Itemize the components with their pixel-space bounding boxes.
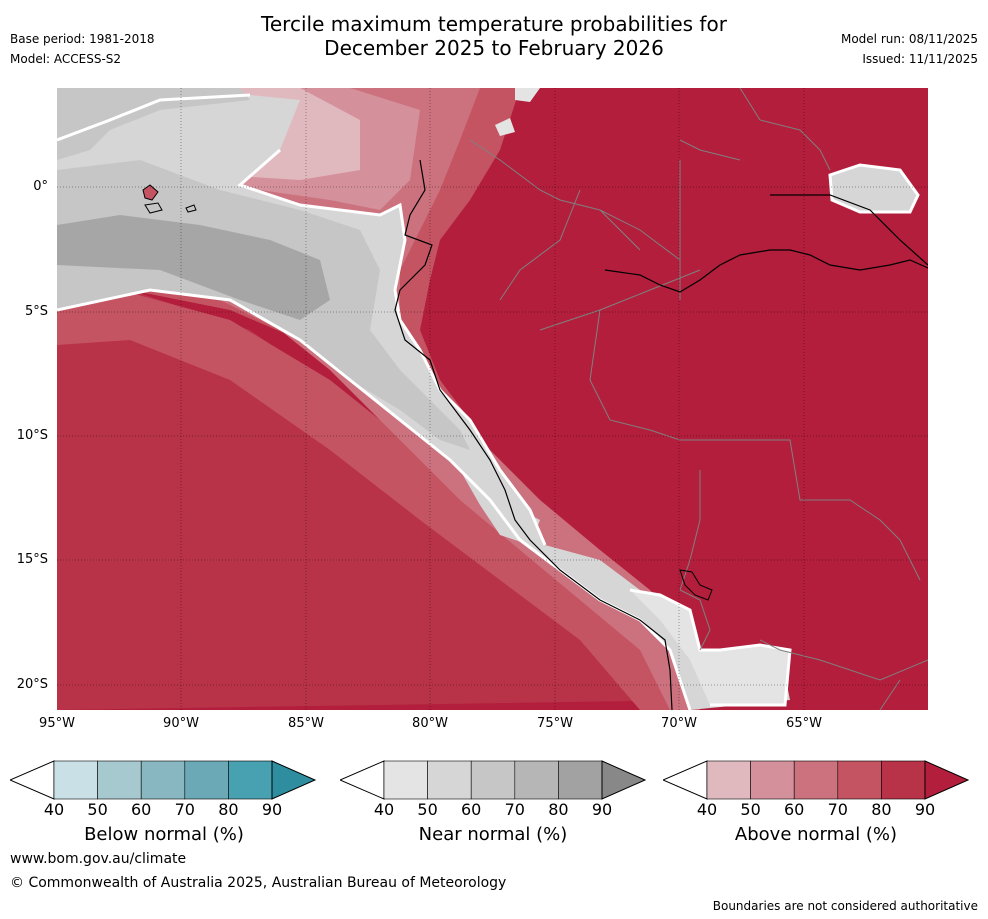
colorbar-extend-high (924, 760, 969, 800)
lat-label-20s: 20°S (16, 677, 48, 692)
colorbar-segment (750, 760, 795, 800)
lon-label-90w: 90°W (163, 716, 199, 731)
lat-label-15s: 15°S (16, 552, 48, 567)
colorbar-extend-low (663, 760, 708, 800)
colorbar-tick-label: 90 (591, 800, 613, 819)
colorbar-tick-label: 70 (827, 800, 848, 819)
footer-copyright: © Commonwealth of Australia 2025, Austra… (10, 875, 507, 891)
colorbar-segment (427, 760, 472, 800)
colorbar-segment (706, 760, 751, 800)
colorbar-segment (881, 760, 926, 800)
colorbar-extend-high (271, 760, 317, 800)
issued-text: Issued: 11/11/2025 (862, 52, 978, 66)
colorbar-tick-label: 50 (417, 800, 438, 819)
footer-url[interactable]: www.bom.gov.au/climate (10, 851, 187, 867)
lon-label-95w: 95°W (39, 716, 75, 731)
colorbar-segment (558, 760, 603, 800)
lat-label-5s: 5°S (24, 304, 48, 319)
colorbar-extend-low (340, 760, 385, 800)
colorbar-below-title: Below normal (%) (84, 824, 244, 845)
colorbar-tick-label: 40 (696, 800, 718, 819)
lon-label-70w: 70°W (661, 716, 697, 731)
map-title: Tercile maximum temperature probabilitie… (0, 12, 988, 60)
gridlines (57, 88, 928, 710)
colorbar-tick-label: 90 (261, 800, 283, 819)
colorbar-tick-label: 60 (784, 800, 805, 819)
map-title-line2: December 2025 to February 2026 (324, 36, 664, 60)
model-run-text: Model run: 08/11/2025 (840, 32, 978, 46)
colorbar-segment (837, 760, 882, 800)
map-title-line1: Tercile maximum temperature probabilitie… (261, 12, 727, 36)
colorbar-tick-label: 80 (871, 800, 892, 819)
lon-label-85w: 85°W (288, 716, 324, 731)
colorbar-above-title: Above normal (%) (734, 824, 898, 845)
colorbar-tick-label: 60 (131, 800, 152, 819)
meta-left: Base period: 1981-2018 Model: ACCESS-S2 (10, 32, 155, 72)
colorbar-segment (140, 760, 186, 800)
colorbar-tick-label: 70 (174, 800, 195, 819)
base-period-text: Base period: 1981-2018 (10, 32, 155, 46)
footer-note: Boundaries are not considered authoritat… (712, 899, 978, 913)
colorbar-below-normal (10, 760, 317, 800)
colorbar-tick-label: 40 (43, 800, 65, 819)
colorbar-segment (383, 760, 428, 800)
colorbar-segment (514, 760, 559, 800)
colorbar-tick-label: 80 (218, 800, 239, 819)
colorbar-extend-low (10, 760, 55, 800)
colorbar-tick-label: 60 (461, 800, 482, 819)
colorbar-tick-label: 40 (373, 800, 395, 819)
colorbar-tick-label: 90 (914, 800, 936, 819)
lat-label-0: 0° (33, 179, 48, 194)
lat-label-10s: 10°S (16, 428, 48, 443)
colorbar-segment (793, 760, 839, 800)
lon-label-80w: 80°W (412, 716, 448, 731)
meta-right: Model run: 08/11/2025 Issued: 11/11/2025 (841, 32, 978, 72)
colorbar-tick-label: 70 (504, 800, 525, 819)
colorbar-segment (97, 760, 142, 800)
colorbar-extend-high (601, 760, 646, 800)
colorbar-near-title: Near normal (%) (418, 824, 568, 845)
colorbar-segment (470, 760, 516, 800)
colorbar-segment (184, 760, 229, 800)
lon-label-65w: 65°W (786, 716, 822, 731)
colorbar-near-normal (340, 760, 646, 800)
colorbar-segment (228, 760, 273, 800)
colorbar-segment (53, 760, 98, 800)
model-text: Model: ACCESS-S2 (10, 52, 122, 66)
lon-label-75w: 75°W (537, 716, 573, 731)
map-fill (57, 88, 928, 710)
colorbar-tick-label: 80 (548, 800, 569, 819)
colorbar-tick-label: 50 (87, 800, 108, 819)
colorbar-above-normal (663, 760, 969, 800)
colorbar-tick-label: 50 (740, 800, 761, 819)
